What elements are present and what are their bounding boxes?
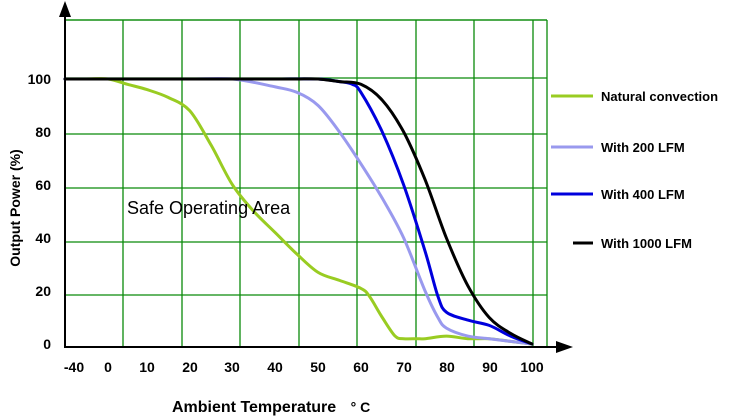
x-tick-label: 80 (439, 359, 455, 375)
x-axis-title-group: Ambient Temperature ° C (172, 399, 370, 416)
x-tick-label: 40 (267, 359, 283, 375)
y-axis-arrow (59, 1, 71, 17)
safe-operating-area-annotation: Safe Operating Area (127, 198, 291, 218)
y-tick-label: 0 (43, 336, 51, 352)
legend: Natural convection With 200 LFM With 400 L… (551, 89, 718, 251)
series-line-natural-convection (63, 77, 534, 346)
series-line-with-1000-lfm (63, 77, 534, 346)
y-tick-label: 80 (35, 124, 51, 140)
x-tick-labels: -40 0 10 20 30 40 50 60 70 80 90 100 (64, 359, 544, 375)
x-tick-label: 100 (520, 359, 544, 375)
legend-label-with-1000-lfm: With 1000 LFM (601, 236, 692, 251)
axes (59, 1, 573, 353)
x-tick-label: 50 (310, 359, 326, 375)
x-tick-label: 0 (104, 359, 112, 375)
x-tick-label: 20 (182, 359, 198, 375)
y-tick-label: 60 (35, 177, 51, 193)
legend-label-natural-convection: Natural convection (601, 89, 718, 104)
x-tick-label: 60 (353, 359, 369, 375)
x-tick-label: 70 (396, 359, 412, 375)
x-tick-label: 30 (224, 359, 240, 375)
y-tick-label: 100 (28, 71, 52, 87)
x-axis-unit: ° C (351, 399, 371, 415)
x-axis-arrow (556, 341, 573, 353)
y-axis-title: Output Power (%) (7, 149, 23, 266)
x-tick-label: 10 (139, 359, 155, 375)
y-tick-labels: 0 20 40 60 80 100 (28, 71, 52, 352)
legend-label-with-400-lfm: With 400 LFM (601, 187, 685, 202)
x-tick-label: -40 (64, 359, 84, 375)
x-tick-label: 90 (482, 359, 498, 375)
x-axis-title: Ambient Temperature (172, 399, 336, 416)
y-tick-label: 40 (35, 230, 51, 246)
series-lines (63, 76, 534, 346)
legend-label-with-200-lfm: With 200 LFM (601, 140, 685, 155)
y-tick-label: 20 (35, 283, 51, 299)
